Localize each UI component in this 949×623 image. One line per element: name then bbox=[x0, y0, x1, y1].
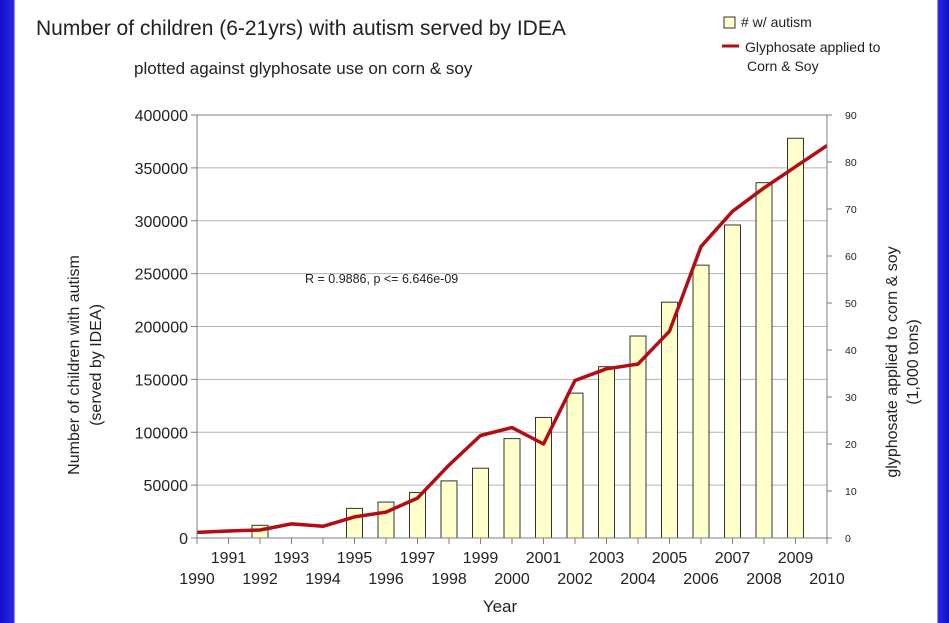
x-tick-label: 1999 bbox=[463, 550, 499, 567]
chart-title: Number of children (6-21yrs) with autism… bbox=[36, 17, 566, 40]
right-tick-label: 60 bbox=[845, 251, 857, 263]
x-tick-label: 2010 bbox=[809, 571, 845, 588]
left-tick-label: 250000 bbox=[135, 267, 188, 284]
bar bbox=[598, 366, 615, 539]
x-tick-label: 1991 bbox=[211, 550, 247, 567]
right-tick-label: 0 bbox=[845, 533, 851, 545]
right-axis-ticks: 0 10 20 30 40 50 60 70 80 90 bbox=[827, 110, 857, 545]
x-tick-label: 1995 bbox=[337, 550, 373, 567]
x-tick-label: 1993 bbox=[274, 550, 310, 567]
bar bbox=[724, 224, 741, 539]
x-tick-label: 2003 bbox=[589, 550, 625, 567]
x-tick-label: 2004 bbox=[620, 571, 656, 588]
bar bbox=[566, 392, 584, 539]
right-axis-label-line1: glyphosate applied to corn & soy bbox=[884, 246, 901, 477]
left-tick-label: 0 bbox=[179, 531, 188, 548]
bar bbox=[503, 438, 521, 539]
bar bbox=[692, 264, 710, 539]
x-tick-label: 2002 bbox=[557, 571, 593, 588]
x-tick-label: 1997 bbox=[400, 550, 436, 567]
left-axis-label-line2: (served by IDEA) bbox=[88, 304, 105, 426]
legend-line-label: Glyphosate applied to Corn & Soy bbox=[745, 39, 881, 74]
x-tick-label: 2008 bbox=[746, 571, 782, 588]
line-series bbox=[196, 144, 828, 535]
correlation-annotation: R = 0.9886, p <= 6.646e-09 bbox=[305, 272, 458, 286]
legend-line-label-part: Glyphosate applied to bbox=[745, 39, 881, 55]
left-tick-label: 300000 bbox=[135, 214, 188, 231]
left-axis-label-line1: Number of children with autism bbox=[66, 255, 83, 475]
right-axis-label-line2: (1,000 tons) bbox=[905, 319, 922, 404]
legend-bar-swatch bbox=[723, 16, 736, 29]
x-tick-label: 2007 bbox=[715, 550, 751, 567]
legend-line-label-part: Corn & Soy bbox=[747, 58, 819, 74]
legend-bar-label: # w/ autism bbox=[741, 14, 812, 30]
left-tick-label: 50000 bbox=[144, 478, 189, 495]
x-tick-label: 1998 bbox=[431, 571, 467, 588]
x-tick-label: 2006 bbox=[683, 571, 719, 588]
x-tick-label: 1996 bbox=[368, 571, 404, 588]
chart-subtitle: plotted against glyphosate use on corn &… bbox=[134, 59, 473, 78]
right-tick-label: 90 bbox=[845, 110, 857, 122]
x-tick-label: 1990 bbox=[179, 571, 215, 588]
right-tick-label: 10 bbox=[845, 486, 857, 498]
x-tick-label: 2005 bbox=[652, 550, 688, 567]
left-tick-label: 350000 bbox=[135, 161, 188, 178]
x-tick-label: 1992 bbox=[242, 571, 278, 588]
x-axis-ticks: 1990 1991 1992 1993 1994 1995 1996 1997 1998 1999… bbox=[179, 538, 845, 588]
bar bbox=[787, 137, 804, 539]
left-tick-label: 400000 bbox=[135, 108, 188, 125]
right-tick-label: 80 bbox=[845, 157, 857, 169]
x-tick-label: 2000 bbox=[494, 571, 530, 588]
left-axis-ticks: 0 50000 100000 150000 200000 250000 300000 3500… bbox=[135, 108, 197, 548]
bar bbox=[440, 480, 458, 539]
left-tick-label: 100000 bbox=[135, 425, 188, 442]
bar bbox=[755, 182, 773, 539]
bar bbox=[377, 501, 395, 539]
right-tick-label: 30 bbox=[845, 392, 857, 404]
right-tick-label: 50 bbox=[845, 298, 857, 310]
x-axis-label: Year bbox=[483, 597, 518, 616]
bar bbox=[346, 507, 363, 539]
left-tick-label: 150000 bbox=[135, 372, 188, 389]
x-tick-label: 2001 bbox=[526, 550, 562, 567]
x-tick-label: 1994 bbox=[305, 571, 341, 588]
bar bbox=[472, 467, 489, 539]
legend: # w/ autism Glyphosate applied to Corn & … bbox=[722, 14, 881, 74]
right-tick-label: 20 bbox=[845, 439, 857, 451]
right-tick-label: 40 bbox=[845, 345, 857, 357]
x-tick-label: 2009 bbox=[778, 550, 814, 567]
glyphosate-line bbox=[196, 144, 828, 535]
right-tick-label: 70 bbox=[845, 204, 857, 216]
left-tick-label: 200000 bbox=[135, 320, 188, 337]
